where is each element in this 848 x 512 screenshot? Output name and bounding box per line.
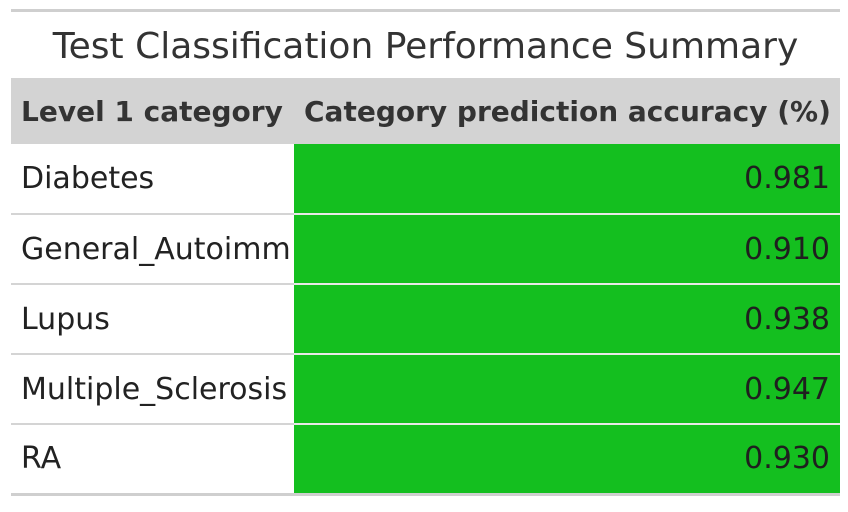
- summary-table-container: Test Classification Performance Summary …: [11, 9, 840, 496]
- accuracy-cell: 0.938: [294, 284, 840, 355]
- category-cell: Diabetes: [11, 144, 294, 215]
- accuracy-cell: 0.981: [294, 144, 840, 215]
- category-cell: General_Autoimm: [11, 214, 294, 285]
- table-title: Test Classification Performance Summary: [52, 26, 799, 67]
- accuracy-cell: 0.910: [294, 214, 840, 285]
- table-row: General_Autoimm 0.910: [11, 214, 840, 285]
- table-row: RA 0.930: [11, 424, 840, 496]
- accuracy-cell: 0.930: [294, 424, 840, 496]
- category-cell: RA: [11, 424, 294, 496]
- accuracy-cell: 0.947: [294, 354, 840, 425]
- column-header-category: Level 1 category: [11, 78, 294, 144]
- table-row: Diabetes 0.981: [11, 144, 840, 215]
- header-row: Level 1 category Category prediction acc…: [11, 78, 840, 144]
- column-header-accuracy: Category prediction accuracy (%): [294, 78, 840, 144]
- table-row: Multiple_Sclerosis 0.947: [11, 354, 840, 425]
- category-cell: Multiple_Sclerosis: [11, 354, 294, 425]
- category-cell: Lupus: [11, 284, 294, 355]
- table-row: Lupus 0.938: [11, 284, 840, 355]
- summary-table: Level 1 category Category prediction acc…: [11, 78, 840, 496]
